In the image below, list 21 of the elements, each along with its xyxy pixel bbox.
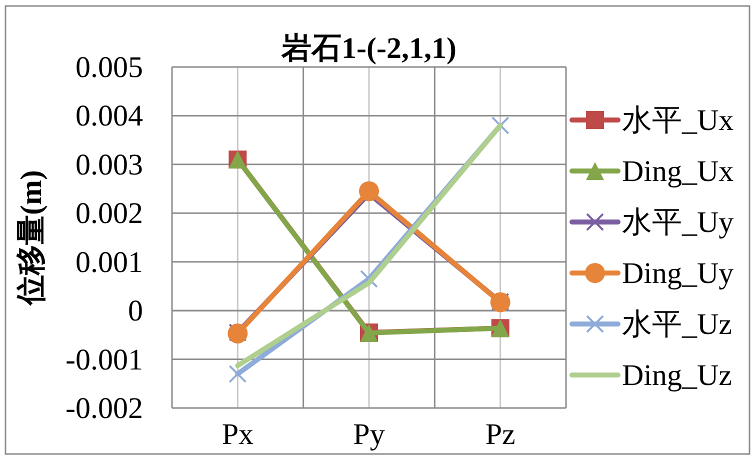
legend-label: Ding_Ux — [622, 155, 734, 188]
y-tick-label: 0.001 — [76, 246, 143, 279]
x-tick-label: Pz — [485, 418, 516, 451]
x-tick-label: Px — [222, 418, 254, 451]
legend-label: Ding_Uz — [622, 359, 732, 392]
y-tick-label: -0.001 — [66, 343, 143, 376]
legend-label: 水平_Uz — [622, 308, 732, 341]
chart-title: 岩石1-(-2,1,1) — [280, 32, 456, 65]
point — [359, 181, 379, 202]
legend-label: 水平_Uy — [622, 206, 734, 239]
y-tick-label: 0.002 — [76, 197, 143, 230]
x-tick-label: Py — [353, 418, 385, 451]
y-tick-label: -0.002 — [66, 392, 143, 425]
y-tick-label: 0 — [128, 294, 143, 328]
legend-label: Ding_Uy — [622, 257, 734, 290]
y-tick-label: 0.005 — [76, 51, 143, 84]
legend-label: 水平_Ux — [622, 104, 734, 137]
y-axis-title: 位移量(m) — [15, 170, 48, 306]
y-tick-label: 0.003 — [76, 148, 143, 182]
point — [228, 364, 247, 383]
y-tick-label: 0.004 — [76, 100, 143, 133]
